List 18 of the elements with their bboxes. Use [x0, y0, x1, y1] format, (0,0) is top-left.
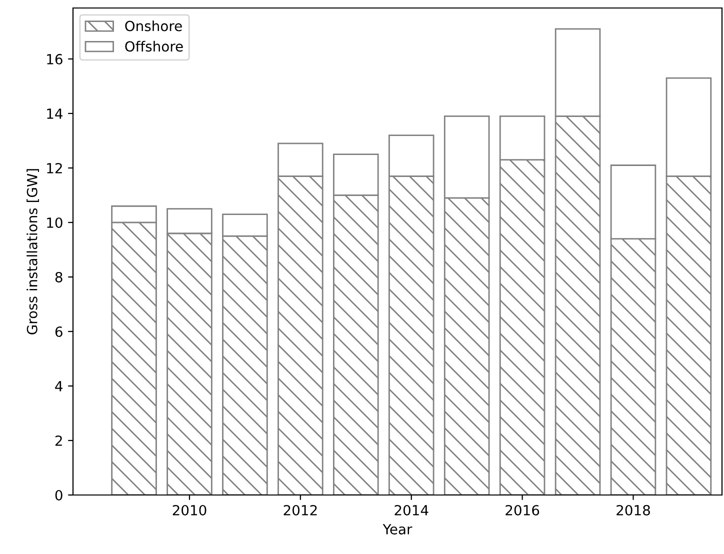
y-tick-label: 6 [55, 326, 62, 337]
x-axis-title: Year [382, 524, 412, 534]
x-tick-label: 2016 [506, 504, 540, 516]
legend-label: Offshore [125, 40, 183, 52]
y-tick-label: 16 [47, 54, 62, 64]
y-tick-label: 14 [47, 108, 62, 119]
x-tick-label: 2018 [616, 504, 650, 516]
y-tick-label: 4 [55, 381, 62, 392]
y-tick-label: 12 [47, 162, 62, 174]
x-tick-label: 2010 [172, 504, 206, 516]
y-tick-label: 8 [55, 272, 62, 282]
y-tick-label: 2 [55, 435, 62, 446]
y-tick-label: 10 [47, 217, 62, 228]
y-tick-label: 0 [55, 490, 62, 500]
x-tick-label: 2014 [394, 504, 428, 516]
y-axis-title: Gross installations [GW] [26, 169, 39, 334]
legend-label: Onshore [125, 20, 182, 32]
x-tick-label: 2012 [284, 504, 317, 516]
